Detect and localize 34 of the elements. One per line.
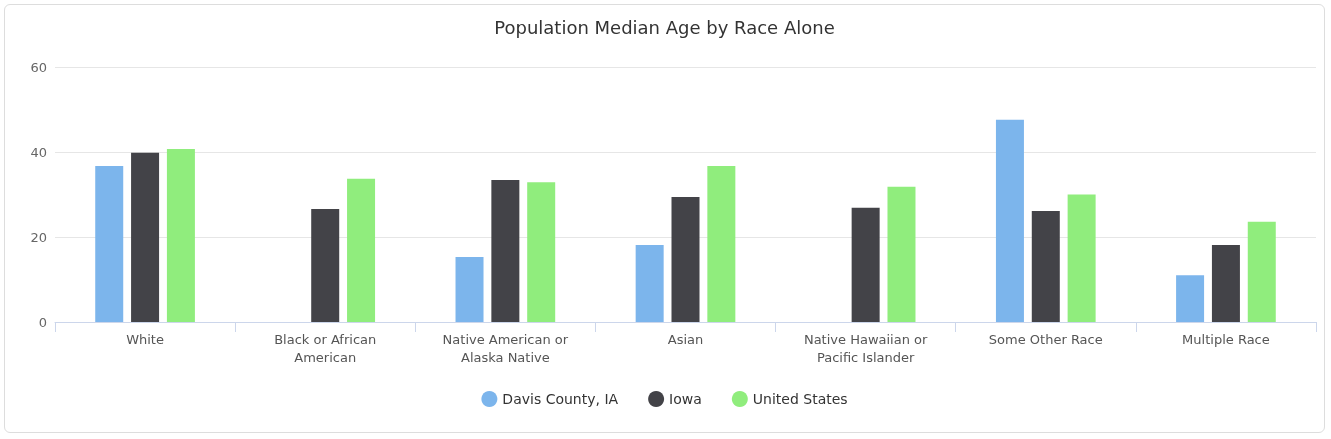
y-tick-label: 40 [30,144,47,160]
bar [635,245,664,322]
bar [491,180,520,322]
bar [1247,221,1276,322]
bar [887,186,916,322]
y-tick-label: 60 [30,59,47,75]
bar [95,166,124,322]
legend-label: United States [752,391,848,407]
bar [707,166,736,322]
bar [1176,275,1205,322]
bar [1031,211,1060,322]
x-tick-label: Black or African American [274,331,377,365]
bar [671,197,700,322]
x-tick-label: White [126,331,164,347]
bar [527,182,556,322]
x-tick-label: Asian [667,331,704,347]
bar [347,178,376,322]
bar [166,149,195,322]
x-tick-label: Some Other Race [988,331,1103,347]
bar [131,152,160,322]
bar [995,119,1024,322]
bar [1211,245,1240,322]
chart-title: Population Median Age by Race Alone [494,16,835,38]
bar [1067,194,1096,322]
x-tick-label: Native American or Alaska Native [442,331,569,365]
x-tick-label: Native Hawaiian or Pacific Islander [803,331,928,365]
bar [455,256,484,322]
legend-label: Davis County, IA [502,391,619,407]
y-tick-label: 0 [38,314,47,330]
x-tick-label: Multiple Race [1182,331,1270,347]
legend-label: Iowa [669,391,702,407]
bar [311,208,340,322]
bar [851,207,880,322]
y-tick-label: 20 [30,229,47,245]
